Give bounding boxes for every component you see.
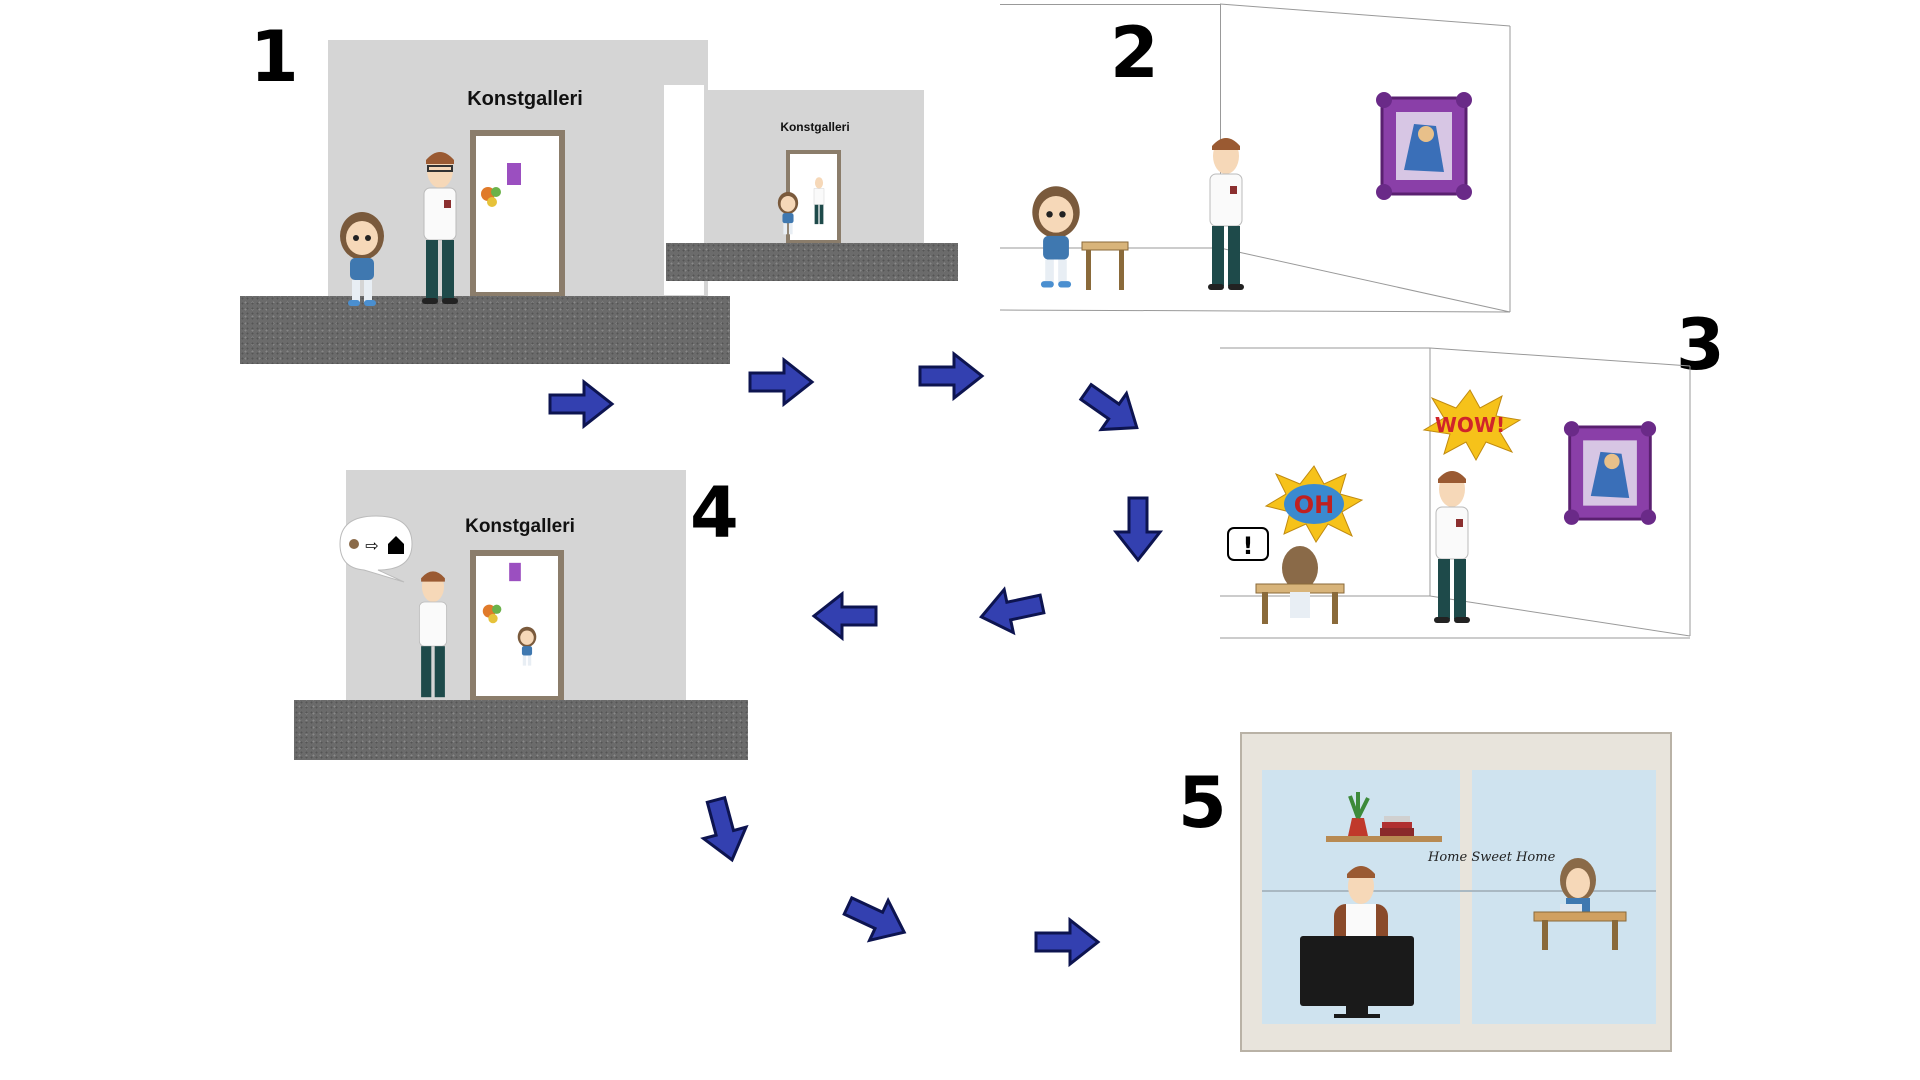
speech-bubble-go-home-icon: ⇨	[339, 515, 413, 583]
painting-frame-icon	[1376, 92, 1472, 200]
arrow-5	[1114, 496, 1162, 562]
step-number-4: 4	[690, 472, 739, 554]
table-icon	[1081, 241, 1129, 290]
arrow-6	[975, 580, 1049, 640]
girl-figure-small	[517, 626, 537, 666]
man-figure	[422, 152, 458, 304]
step-number-5: 5	[1178, 762, 1227, 844]
arrow-3	[918, 352, 984, 400]
shelf-with-plant-icon	[1326, 792, 1442, 842]
arrow-10	[1034, 918, 1100, 966]
painting-icon	[507, 163, 521, 185]
arrow-7	[812, 592, 878, 640]
gallery-sign: Konstgalleri	[467, 88, 583, 110]
svg-text:⇨: ⇨	[365, 536, 378, 555]
girl-figure	[340, 212, 384, 306]
oh-burst-icon: OH	[1264, 465, 1364, 543]
step-number-2: 2	[1110, 12, 1159, 94]
man-figure	[1208, 138, 1244, 290]
wow-text: WOW!	[1435, 413, 1505, 437]
painting-icon	[509, 562, 521, 582]
flowers-icon	[481, 187, 501, 207]
arrow-4	[1071, 372, 1151, 448]
tv-icon	[1300, 936, 1414, 1018]
room-perspective	[1220, 347, 1691, 639]
exclamation-icon: !	[1227, 527, 1269, 561]
oh-text: OH	[1294, 491, 1335, 519]
step-number-3: 3	[1676, 304, 1725, 386]
room-edge	[1000, 4, 1220, 5]
girl-at-table-figure	[1255, 546, 1345, 624]
gallery-door	[470, 130, 565, 298]
svg-text:!: !	[1243, 532, 1254, 560]
painting-frame-icon	[1563, 421, 1657, 525]
man-figure	[418, 571, 448, 698]
step-number-1: 1	[250, 16, 299, 98]
arrow-1	[548, 380, 614, 428]
inner-ground	[666, 243, 958, 281]
gallery-sign: Konstgalleri	[465, 516, 575, 537]
man-figure-small	[813, 177, 825, 225]
window-glass-right	[1472, 770, 1656, 1024]
arrow-8	[693, 792, 755, 868]
wow-burst-icon: WOW!	[1422, 389, 1522, 462]
arrow-2	[748, 358, 814, 406]
inner-gallery-sign: Konstgalleri	[780, 120, 850, 134]
scene-5-window: Home Sweet Home	[1240, 732, 1672, 1052]
room-perspective	[999, 3, 1511, 313]
girl-at-desk-figure	[1533, 858, 1627, 950]
ground	[240, 296, 730, 364]
room-corner	[1220, 4, 1221, 248]
girl-figure	[1032, 186, 1080, 288]
man-figure	[1434, 471, 1470, 623]
flowers-icon	[482, 604, 502, 624]
arrow-9	[837, 884, 915, 954]
home-sweet-home-text: Home Sweet Home	[1428, 850, 1556, 865]
girl-figure-small	[777, 191, 799, 235]
window-bar	[1262, 890, 1656, 892]
ground	[294, 700, 748, 760]
